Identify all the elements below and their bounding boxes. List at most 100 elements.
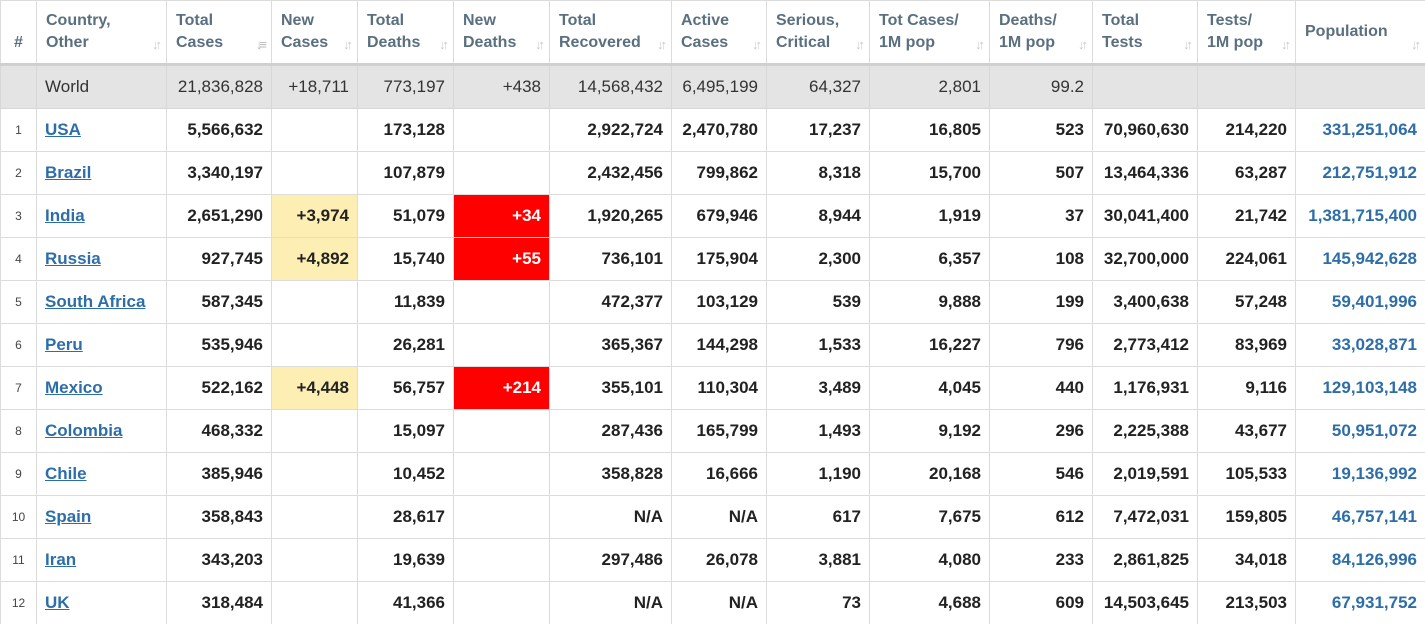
- table-row: 1 USA 5,566,632 173,128 2,922,724 2,470,780 17…: [0, 108, 1425, 152]
- sort-arrows-icon[interactable]: ↓↑: [1281, 37, 1291, 52]
- cell-deaths-per-1m: 507: [989, 151, 1093, 195]
- sort-arrows-icon[interactable]: ↓↑: [535, 37, 545, 52]
- header-label-line2: Recovered: [559, 34, 641, 51]
- country-link[interactable]: Iran: [45, 550, 77, 569]
- cell-tests-per-1m: 9,116: [1197, 366, 1296, 410]
- cell-total-deaths: 773,197: [357, 64, 454, 109]
- cell-population: 19,136,992: [1295, 452, 1425, 496]
- header-label-line2: Tests: [1102, 34, 1143, 51]
- sort-arrows-icon[interactable]: ↓↑: [752, 37, 762, 52]
- cell-tot-cases-per-1m: 4,080: [869, 538, 990, 582]
- country-link[interactable]: India: [45, 206, 85, 225]
- cell-total-tests: 32,700,000: [1092, 237, 1198, 281]
- sort-arrows-icon[interactable]: ↓↑: [1183, 37, 1193, 52]
- sort-arrows-icon[interactable]: ↓↑: [1411, 37, 1421, 52]
- country-link[interactable]: Brazil: [45, 163, 92, 182]
- sort-arrows-icon[interactable]: ↓↑: [1078, 37, 1088, 52]
- header-label-line1: Tot Cases/: [879, 12, 959, 29]
- country-link[interactable]: Peru: [45, 335, 83, 354]
- cell-total-recovered: 358,828: [549, 452, 672, 496]
- country-link[interactable]: USA: [45, 120, 81, 139]
- cell-country: India: [36, 194, 167, 238]
- header-country[interactable]: Country, Other ↓↑: [36, 0, 167, 66]
- header-label-line2: 1M pop: [1207, 34, 1263, 51]
- cell-index: 1: [0, 108, 37, 152]
- cell-total-recovered: 736,101: [549, 237, 672, 281]
- cell-total-deaths: 15,097: [357, 409, 454, 453]
- sort-desc-icon[interactable]: ↓≡: [255, 37, 267, 52]
- header-total-cases[interactable]: Total Cases ↓≡: [166, 0, 272, 66]
- cell-index: 3: [0, 194, 37, 238]
- country-link[interactable]: UK: [45, 593, 70, 612]
- cell-total-tests: 3,400,638: [1092, 280, 1198, 324]
- cell-population: 84,126,996: [1295, 538, 1425, 582]
- cell-new-cases: [271, 495, 358, 539]
- sort-arrows-icon[interactable]: ↓↑: [657, 37, 667, 52]
- cell-new-deaths: [453, 323, 550, 367]
- sort-arrows-icon[interactable]: ↓↑: [439, 37, 449, 52]
- header-new-cases[interactable]: New Cases ↓↑: [271, 0, 358, 66]
- cell-country: Peru: [36, 323, 167, 367]
- country-link[interactable]: Chile: [45, 464, 87, 483]
- cell-new-deaths: [453, 280, 550, 324]
- cell-total-recovered: N/A: [549, 581, 672, 624]
- table-row: 5 South Africa 587,345 11,839 472,377 103,129…: [0, 280, 1425, 324]
- header-active-cases[interactable]: Active Cases ↓↑: [671, 0, 767, 66]
- cell-tot-cases-per-1m: 16,227: [869, 323, 990, 367]
- country-link[interactable]: Colombia: [45, 421, 123, 440]
- cell-tests-per-1m: 63,287: [1197, 151, 1296, 195]
- cell-new-cases: +4,892: [271, 237, 358, 281]
- cell-total-cases: 535,946: [166, 323, 272, 367]
- header-total-recovered[interactable]: Total Recovered ↓↑: [549, 0, 672, 66]
- header-label-line2: Other: [46, 34, 89, 51]
- cell-total-deaths: 15,740: [357, 237, 454, 281]
- header-population[interactable]: Population ↓↑: [1295, 0, 1425, 66]
- cell-tests-per-1m: 105,533: [1197, 452, 1296, 496]
- header-new-deaths[interactable]: New Deaths ↓↑: [453, 0, 550, 66]
- sort-arrows-icon[interactable]: ↓↑: [855, 37, 865, 52]
- header-label-line1: Serious,: [776, 12, 840, 29]
- cell-total-deaths: 56,757: [357, 366, 454, 410]
- country-link[interactable]: Mexico: [45, 378, 103, 397]
- cell-total-cases: 468,332: [166, 409, 272, 453]
- table-row: 9 Chile 385,946 10,452 358,828 16,666 1,190 20,…: [0, 452, 1425, 496]
- cell-total-cases: 522,162: [166, 366, 272, 410]
- header-label-line1: Total: [176, 12, 214, 29]
- header-tests-per-1m[interactable]: Tests/1M pop ↓↑: [1197, 0, 1296, 66]
- header-tot-cases-per-1m[interactable]: Tot Cases/1M pop ↓↑: [869, 0, 990, 66]
- sort-arrows-icon[interactable]: ↓↑: [343, 37, 353, 52]
- header-total-deaths[interactable]: Total Deaths ↓↑: [357, 0, 454, 66]
- cell-tot-cases-per-1m: 6,357: [869, 237, 990, 281]
- cell-serious-critical: 8,318: [766, 151, 870, 195]
- header-serious-critical[interactable]: Serious, Critical ↓↑: [766, 0, 870, 66]
- world-total-row: World 21,836,828 +18,711 773,197 +438 14,568,…: [0, 64, 1425, 109]
- cell-total-recovered: 2,922,724: [549, 108, 672, 152]
- cell-total-recovered: 1,920,265: [549, 194, 672, 238]
- sort-arrows-icon[interactable]: ↓↑: [152, 37, 162, 52]
- cell-total-tests: 2,861,825: [1092, 538, 1198, 582]
- sort-arrows-icon[interactable]: ↓↑: [975, 37, 985, 52]
- header-label-line1: New: [463, 12, 496, 29]
- cell-country: Brazil: [36, 151, 167, 195]
- cell-country: USA: [36, 108, 167, 152]
- country-link[interactable]: Russia: [45, 249, 101, 268]
- header-total-tests[interactable]: Total Tests ↓↑: [1092, 0, 1198, 66]
- cell-total-tests: 2,773,412: [1092, 323, 1198, 367]
- cell-new-deaths: +438: [453, 64, 550, 109]
- cell-total-deaths: 107,879: [357, 151, 454, 195]
- header-label-line1: Country,: [46, 12, 111, 29]
- country-link[interactable]: South Africa: [45, 292, 146, 311]
- cell-tot-cases-per-1m: 16,805: [869, 108, 990, 152]
- cell-index: 2: [0, 151, 37, 195]
- cell-new-deaths: [453, 151, 550, 195]
- cell-total-cases: 318,484: [166, 581, 272, 624]
- cell-country: Chile: [36, 452, 167, 496]
- cell-serious-critical: 2,300: [766, 237, 870, 281]
- cell-deaths-per-1m: 233: [989, 538, 1093, 582]
- cell-serious-critical: 17,237: [766, 108, 870, 152]
- cell-tot-cases-per-1m: 7,675: [869, 495, 990, 539]
- country-link[interactable]: Spain: [45, 507, 92, 526]
- header-deaths-per-1m[interactable]: Deaths/1M pop ↓↑: [989, 0, 1093, 66]
- cell-total-tests: 1,176,931: [1092, 366, 1198, 410]
